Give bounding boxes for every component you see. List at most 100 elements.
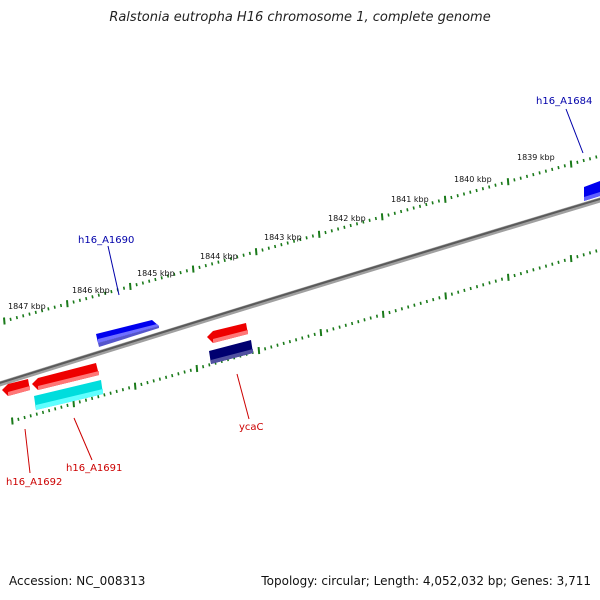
inner-minor-tick: [332, 327, 335, 331]
outer-minor-tick: [576, 160, 579, 164]
outer-minor-tick: [431, 201, 434, 205]
inner-minor-tick: [463, 288, 466, 293]
gene-h16-A1692[interactable]: [2, 379, 30, 396]
inner-minor-tick: [29, 414, 32, 418]
inner-major-tick: [72, 400, 75, 408]
outer-minor-tick: [343, 225, 346, 229]
inner-minor-tick: [488, 281, 491, 285]
outer-minor-tick: [47, 307, 50, 311]
gene-label-h16-A1684[interactable]: h16_A1684: [536, 96, 592, 107]
outer-minor-tick: [437, 199, 440, 203]
outer-minor-tick: [292, 239, 296, 243]
outer-minor-tick: [305, 236, 308, 240]
inner-minor-tick: [582, 253, 585, 257]
outer-minor-tick: [500, 181, 503, 186]
outer-minor-tick: [337, 227, 340, 231]
inner-minor-tick: [103, 393, 106, 397]
outer-minor-tick: [261, 248, 264, 252]
gene-label-ycaC[interactable]: ycaC: [239, 422, 264, 433]
gene-ycaC[interactable]: [207, 323, 248, 343]
gene-label-h16-A1690[interactable]: h16_A1690: [78, 235, 134, 246]
outer-minor-tick: [557, 165, 560, 170]
inner-major-tick: [381, 310, 385, 318]
outer-minor-tick: [494, 183, 497, 187]
inner-minor-tick: [344, 323, 347, 327]
cds-h16-A1691[interactable]: [34, 380, 103, 410]
outer-minor-tick: [22, 314, 25, 318]
outer-minor-tick: [412, 206, 415, 210]
tick-label-1846: 1846 kbp: [72, 286, 110, 295]
inner-minor-tick: [152, 379, 155, 383]
inner-minor-tick: [338, 325, 341, 329]
outer-minor-tick: [72, 300, 75, 304]
outer-minor-tick: [349, 223, 352, 228]
gene-h16-A1684[interactable]: [584, 181, 600, 201]
inner-major-tick: [507, 273, 510, 281]
outer-major-tick: [191, 265, 195, 273]
gene-label-h16-A1692[interactable]: h16_A1692: [6, 477, 62, 488]
tick-label-1844: 1844 kbp: [200, 252, 238, 261]
inner-minor-tick: [307, 334, 310, 338]
inner-major-tick: [133, 382, 137, 390]
outer-minor-tick: [280, 243, 283, 247]
inner-minor-tick: [407, 305, 410, 309]
gene-h16-A1690[interactable]: [96, 320, 159, 347]
inner-minor-tick: [128, 386, 131, 390]
inner-minor-tick: [288, 339, 291, 344]
callout-h16-A1684: [565, 108, 584, 154]
outer-minor-tick: [91, 295, 94, 299]
inner-major-tick: [319, 329, 323, 337]
outer-minor-tick: [135, 283, 138, 287]
outer-minor-tick: [387, 213, 390, 217]
inner-minor-tick: [60, 405, 63, 409]
outer-minor-tick: [85, 296, 88, 301]
outer-minor-tick: [330, 229, 333, 233]
outer-minor-tick: [519, 176, 522, 180]
outer-minor-tick: [154, 277, 157, 282]
inner-minor-tick: [375, 314, 379, 318]
outer-minor-tick: [368, 218, 371, 222]
inner-minor-tick: [140, 382, 143, 387]
gene-h16-A1691[interactable]: [32, 363, 99, 390]
outer-minor-tick: [110, 289, 113, 294]
outer-minor-tick: [173, 272, 176, 276]
inner-minor-tick: [551, 262, 554, 266]
inner-minor-tick: [432, 297, 435, 302]
inner-minor-tick: [84, 398, 88, 402]
outer-major-tick: [254, 248, 258, 256]
cds-ycaC[interactable]: [209, 340, 253, 364]
inner-minor-tick: [146, 380, 149, 385]
outer-minor-tick: [582, 158, 585, 163]
outer-minor-tick: [148, 279, 151, 283]
gene-label-h16-A1691[interactable]: h16_A1691: [66, 463, 122, 474]
inner-minor-tick: [388, 310, 391, 315]
inner-minor-tick: [351, 321, 354, 326]
inner-minor-tick: [519, 271, 522, 276]
outer-minor-tick: [538, 171, 541, 175]
outer-minor-tick: [544, 169, 547, 173]
inner-minor-tick: [66, 403, 69, 408]
inner-minor-tick: [202, 365, 205, 369]
inner-minor-tick: [369, 316, 372, 320]
outer-minor-tick: [15, 315, 18, 320]
outer-minor-tick: [248, 251, 251, 256]
outer-minor-tick: [229, 257, 233, 261]
tick-label-1842: 1842 kbp: [328, 214, 366, 223]
outer-minor-tick: [28, 312, 31, 316]
tick-label-1840: 1840 kbp: [454, 175, 492, 184]
outer-minor-tick: [59, 303, 63, 308]
outer-minor-tick: [311, 234, 314, 238]
outer-minor-tick: [53, 305, 56, 309]
outer-minor-tick: [34, 310, 37, 315]
inner-tick-track: [11, 249, 598, 425]
inner-minor-tick: [165, 375, 168, 379]
inner-major-tick: [195, 364, 199, 373]
outer-minor-tick: [217, 260, 220, 264]
inner-minor-tick: [270, 345, 273, 349]
inner-minor-tick: [494, 279, 497, 283]
inner-minor-tick: [35, 412, 38, 416]
inner-minor-tick: [563, 258, 566, 263]
outer-minor-tick: [355, 222, 359, 226]
inner-minor-tick: [513, 273, 516, 278]
